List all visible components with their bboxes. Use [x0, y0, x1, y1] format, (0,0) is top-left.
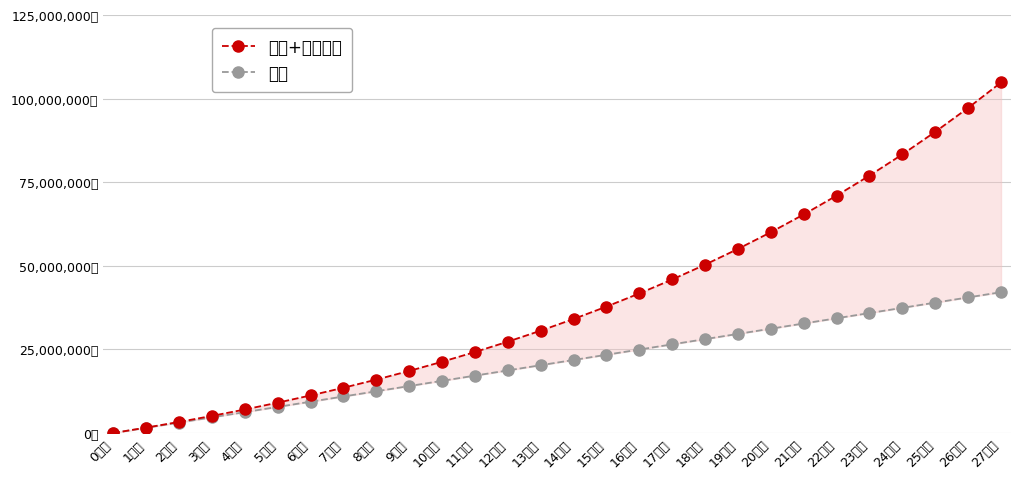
元本: [864, 311, 876, 316]
元本: [238, 409, 250, 415]
元本: [567, 357, 579, 363]
元本: [107, 430, 120, 436]
元本+運用収益: [436, 359, 449, 365]
元本+運用収益: [140, 425, 152, 431]
元本: [173, 420, 185, 426]
元本+運用収益: [403, 368, 415, 374]
元本+運用収益: [469, 349, 481, 355]
元本: [962, 295, 974, 300]
元本: [140, 425, 152, 431]
元本+運用収益: [535, 328, 547, 334]
元本: [634, 347, 646, 353]
元本: [337, 394, 350, 399]
元本: [600, 352, 612, 358]
元本+運用収益: [831, 193, 843, 199]
元本+運用収益: [567, 316, 579, 322]
元本: [831, 316, 843, 322]
元本: [666, 342, 679, 348]
元本+運用収益: [305, 393, 317, 398]
元本: [699, 336, 711, 342]
元本: [436, 378, 449, 384]
元本+運用収益: [337, 385, 350, 391]
元本: [370, 389, 382, 395]
元本: [764, 326, 777, 332]
元本+運用収益: [173, 419, 185, 425]
元本: [732, 331, 744, 337]
元本: [929, 300, 941, 306]
元本+運用収益: [107, 430, 120, 436]
元本+運用収益: [764, 230, 777, 236]
元本: [797, 321, 809, 327]
元本+運用収益: [205, 413, 218, 419]
元本+運用収益: [502, 339, 514, 345]
元本: [272, 404, 284, 410]
元本+運用収益: [962, 106, 974, 111]
元本+運用収益: [732, 247, 744, 252]
元本+運用収益: [272, 400, 284, 406]
元本: [403, 384, 415, 389]
元本+運用収益: [929, 130, 941, 135]
元本: [896, 305, 909, 311]
元本+運用収益: [370, 377, 382, 383]
元本: [502, 368, 514, 373]
元本+運用収益: [994, 81, 1007, 86]
元本+運用収益: [864, 173, 876, 179]
元本+運用収益: [634, 291, 646, 297]
元本+運用収益: [797, 212, 809, 218]
Line: 元本: 元本: [107, 287, 1007, 439]
元本: [205, 415, 218, 420]
元本+運用収益: [238, 407, 250, 412]
Legend: 元本+運用収益, 元本: 元本+運用収益, 元本: [212, 29, 352, 93]
元本+運用収益: [896, 152, 909, 158]
Line: 元本+運用収益: 元本+運用収益: [107, 78, 1007, 439]
元本+運用収益: [600, 304, 612, 310]
元本: [535, 362, 547, 368]
元本+運用収益: [699, 262, 711, 268]
元本: [994, 290, 1007, 296]
元本: [469, 373, 481, 379]
元本+運用収益: [666, 277, 679, 283]
元本: [305, 399, 317, 405]
